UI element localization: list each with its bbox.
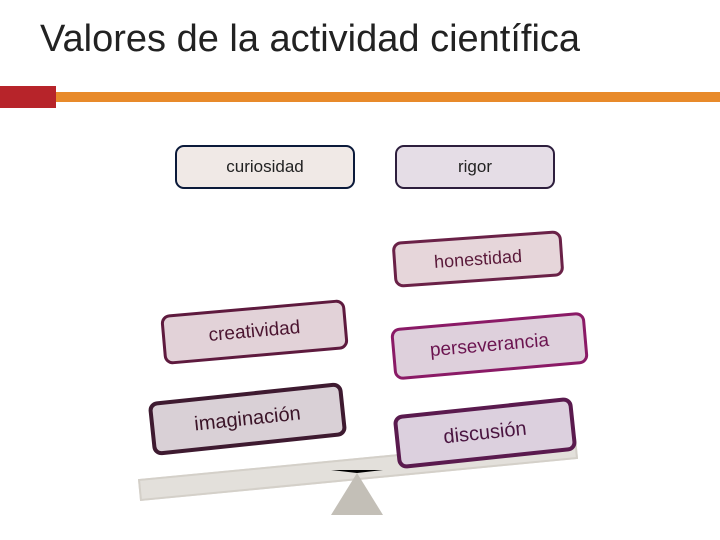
node-label: creatividad (208, 317, 301, 347)
accent-bar (56, 92, 720, 102)
node-honestidad: honestidad (392, 230, 565, 288)
node-label: honestidad (433, 245, 522, 272)
node-imaginacion: imaginación (148, 382, 348, 456)
node-perseverancia: perseverancia (390, 312, 589, 381)
node-curiosidad: curiosidad (175, 145, 355, 189)
slide-title: Valores de la actividad científica (40, 18, 580, 61)
node-label: imaginación (193, 402, 302, 436)
slide: Valores de la actividad científica curio… (0, 0, 720, 540)
seesaw-fulcrum (331, 470, 383, 515)
node-label: discusión (442, 417, 527, 449)
node-creatividad: creatividad (160, 299, 349, 365)
node-label: curiosidad (226, 157, 304, 177)
node-label: rigor (458, 157, 492, 177)
accent-block (0, 86, 56, 108)
node-rigor: rigor (395, 145, 555, 189)
node-label: perseverancia (429, 330, 550, 362)
